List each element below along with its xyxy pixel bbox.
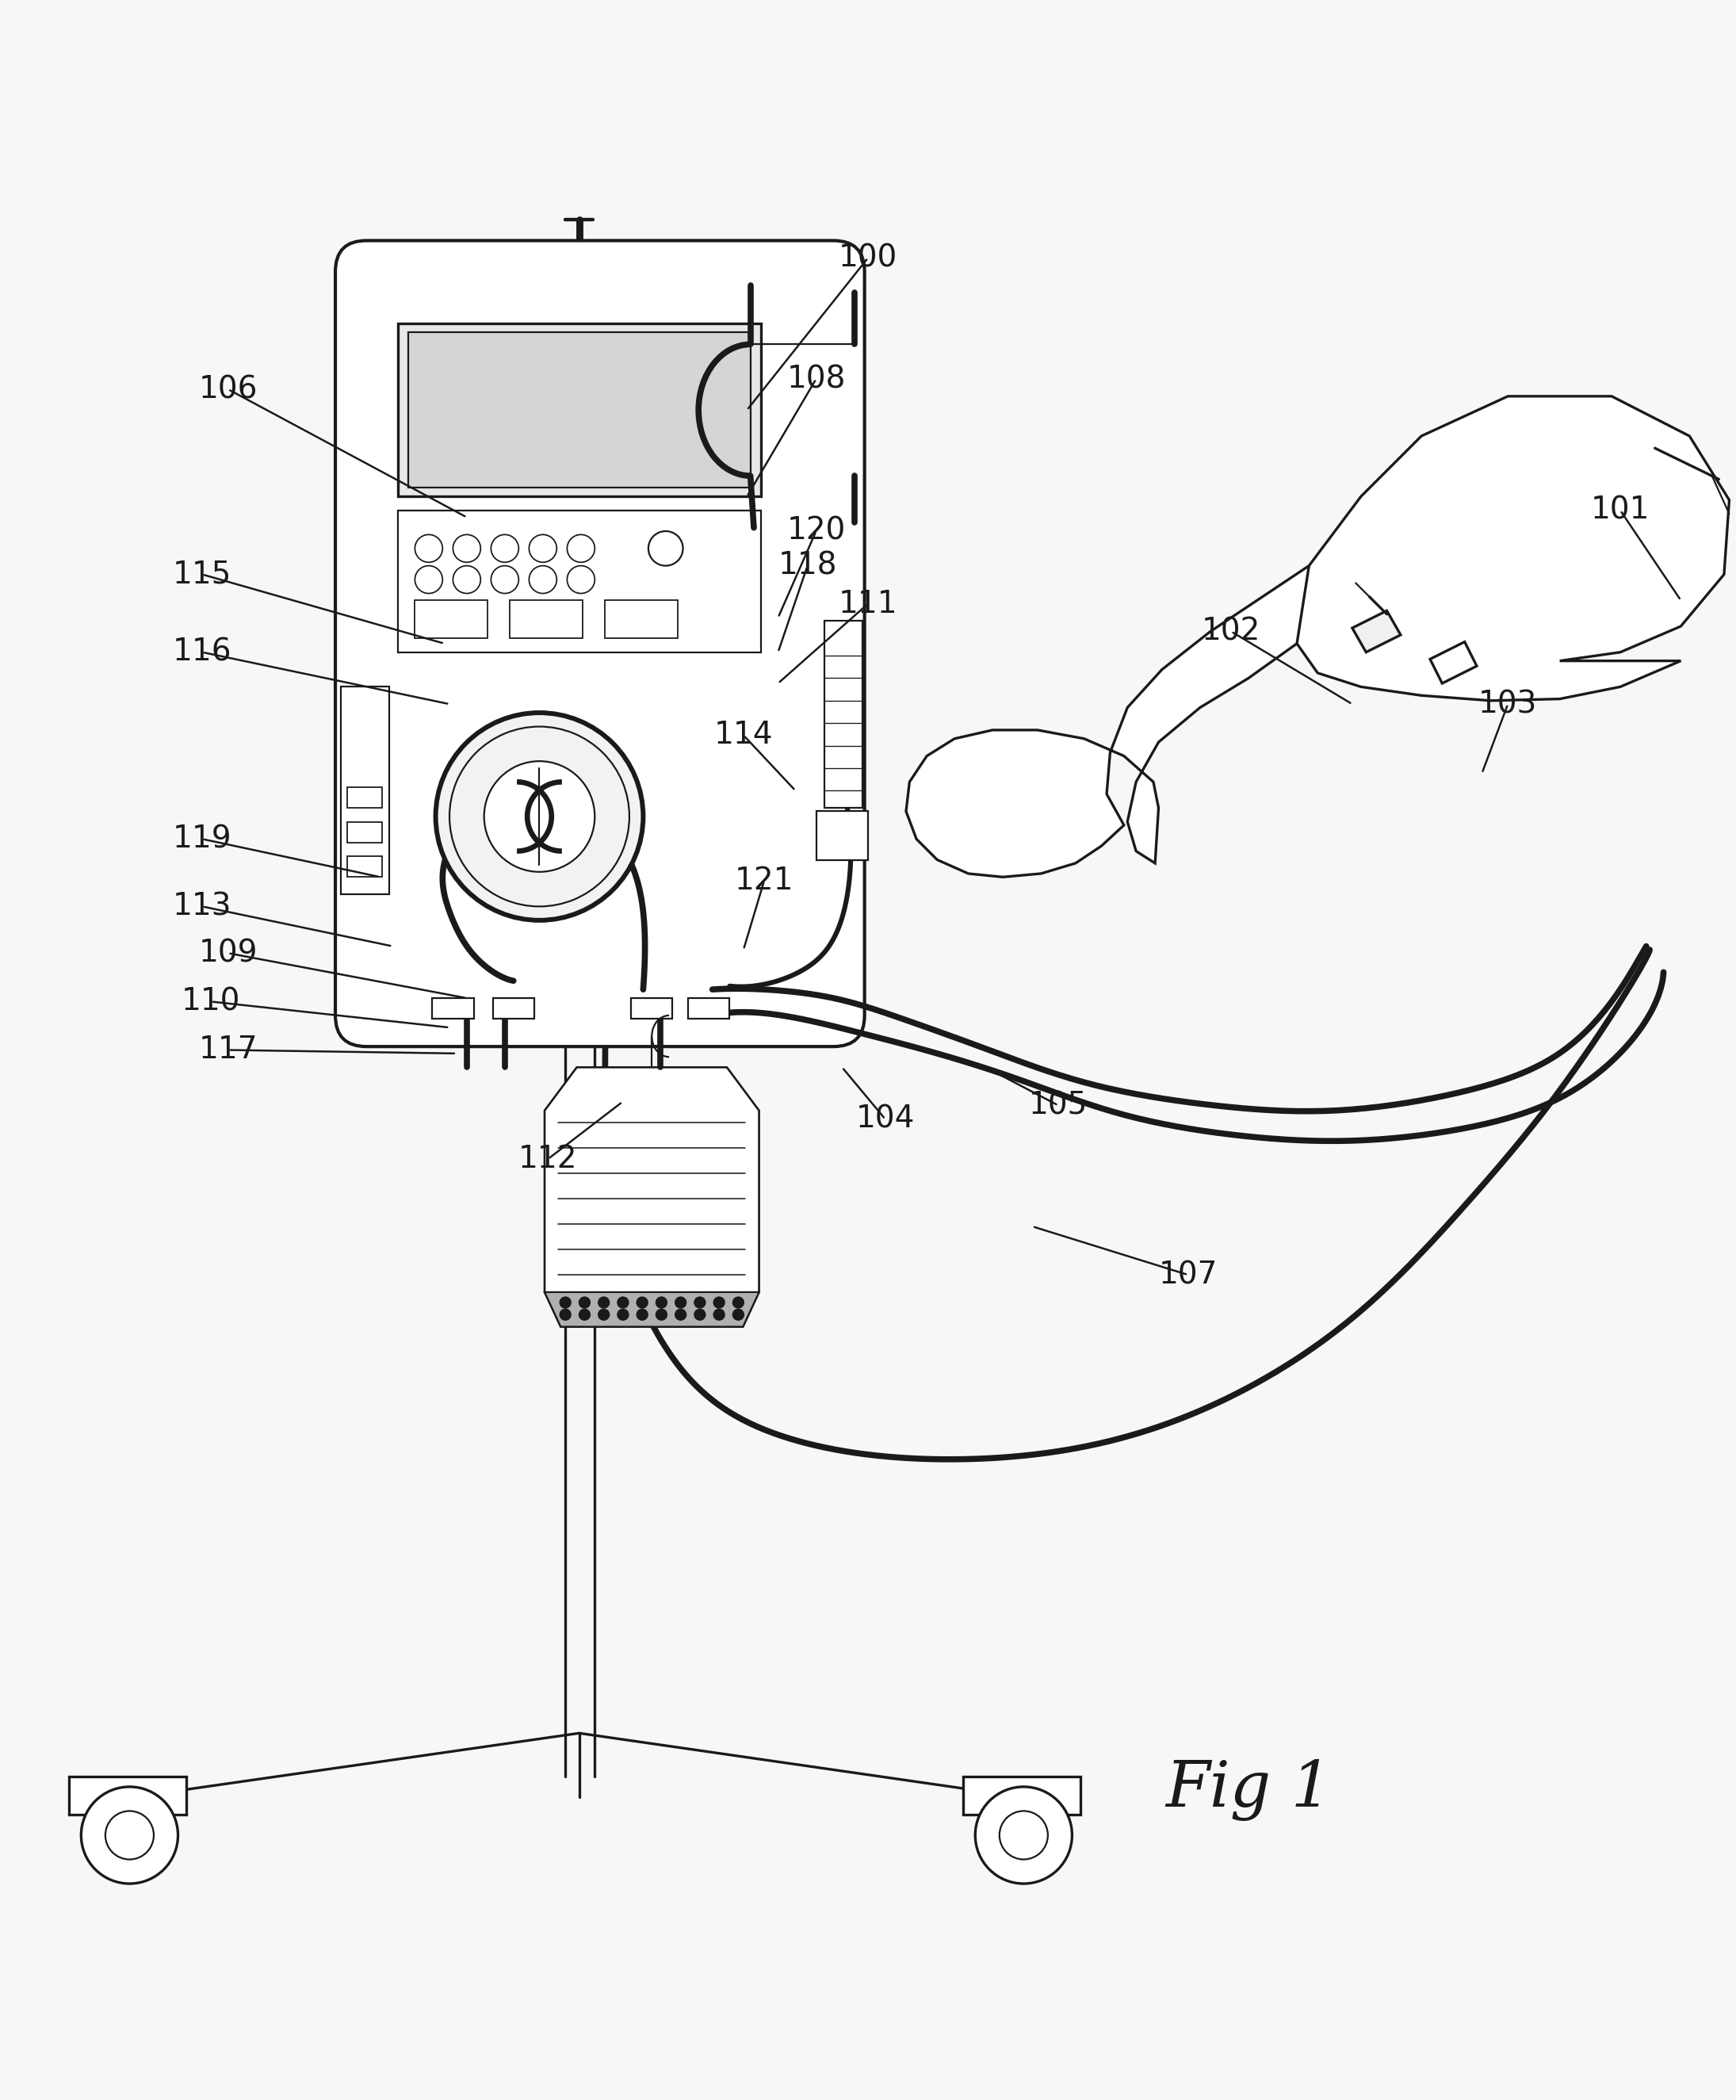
Circle shape	[976, 1787, 1073, 1884]
Bar	[493, 997, 535, 1018]
Bar	[340, 687, 389, 895]
Text: 107: 107	[1158, 1260, 1217, 1289]
Text: 116: 116	[172, 636, 233, 668]
Text: 112: 112	[519, 1144, 578, 1174]
Polygon shape	[1292, 397, 1729, 701]
Bar	[687, 997, 729, 1018]
Circle shape	[648, 531, 682, 565]
Polygon shape	[906, 565, 1309, 878]
Text: 105: 105	[1029, 1090, 1088, 1121]
Bar	[632, 997, 672, 1018]
Text: 106: 106	[198, 374, 257, 405]
Bar	[398, 323, 760, 496]
Circle shape	[453, 536, 481, 563]
Circle shape	[561, 1298, 571, 1308]
Text: 108: 108	[786, 363, 845, 395]
Circle shape	[637, 1298, 648, 1308]
Bar	[415, 601, 488, 638]
Polygon shape	[545, 1067, 759, 1327]
Bar	[825, 622, 863, 808]
Text: 119: 119	[172, 823, 233, 855]
Circle shape	[415, 565, 443, 594]
Bar	[432, 997, 474, 1018]
Circle shape	[561, 1310, 571, 1319]
Polygon shape	[545, 1292, 759, 1327]
Circle shape	[637, 1310, 648, 1319]
Circle shape	[580, 1310, 590, 1319]
Circle shape	[656, 1298, 667, 1308]
Circle shape	[106, 1810, 155, 1858]
Bar	[69, 1777, 186, 1814]
Polygon shape	[1352, 611, 1401, 653]
Circle shape	[599, 1310, 609, 1319]
Circle shape	[484, 760, 595, 872]
Text: 120: 120	[786, 517, 845, 546]
Circle shape	[733, 1298, 743, 1308]
Circle shape	[568, 536, 595, 563]
Circle shape	[713, 1310, 724, 1319]
Circle shape	[491, 565, 519, 594]
Text: 114: 114	[713, 720, 773, 750]
Bar	[347, 788, 382, 808]
Bar	[510, 601, 583, 638]
Polygon shape	[1430, 643, 1477, 682]
Text: Fig 1: Fig 1	[1165, 1760, 1332, 1821]
Bar	[816, 811, 868, 859]
Text: 111: 111	[838, 588, 898, 619]
Text: 118: 118	[778, 550, 837, 582]
Circle shape	[436, 712, 642, 920]
FancyBboxPatch shape	[335, 241, 865, 1046]
Text: 121: 121	[734, 865, 793, 895]
Circle shape	[733, 1310, 743, 1319]
Circle shape	[415, 536, 443, 563]
Bar	[606, 601, 677, 638]
Text: 117: 117	[198, 1035, 257, 1065]
Circle shape	[694, 1298, 705, 1308]
Text: 113: 113	[172, 890, 231, 922]
Circle shape	[618, 1310, 628, 1319]
Text: 102: 102	[1201, 617, 1260, 647]
Text: 103: 103	[1479, 689, 1538, 718]
Bar	[347, 857, 382, 878]
Circle shape	[656, 1310, 667, 1319]
Circle shape	[529, 536, 557, 563]
Circle shape	[529, 565, 557, 594]
Bar	[398, 510, 760, 653]
Circle shape	[713, 1298, 724, 1308]
Text: 110: 110	[181, 987, 240, 1016]
Bar	[963, 1777, 1082, 1814]
Circle shape	[1000, 1810, 1049, 1858]
Circle shape	[694, 1310, 705, 1319]
Text: 109: 109	[198, 939, 257, 968]
Text: 104: 104	[856, 1105, 915, 1134]
Bar	[408, 332, 750, 487]
Bar	[347, 821, 382, 842]
Circle shape	[599, 1298, 609, 1308]
Circle shape	[675, 1298, 686, 1308]
Text: 101: 101	[1590, 496, 1649, 525]
Circle shape	[491, 536, 519, 563]
Circle shape	[618, 1298, 628, 1308]
Text: 100: 100	[838, 244, 898, 273]
Circle shape	[580, 1298, 590, 1308]
Circle shape	[82, 1787, 179, 1884]
Circle shape	[453, 565, 481, 594]
Text: 115: 115	[172, 559, 231, 590]
Circle shape	[675, 1310, 686, 1319]
Circle shape	[568, 565, 595, 594]
